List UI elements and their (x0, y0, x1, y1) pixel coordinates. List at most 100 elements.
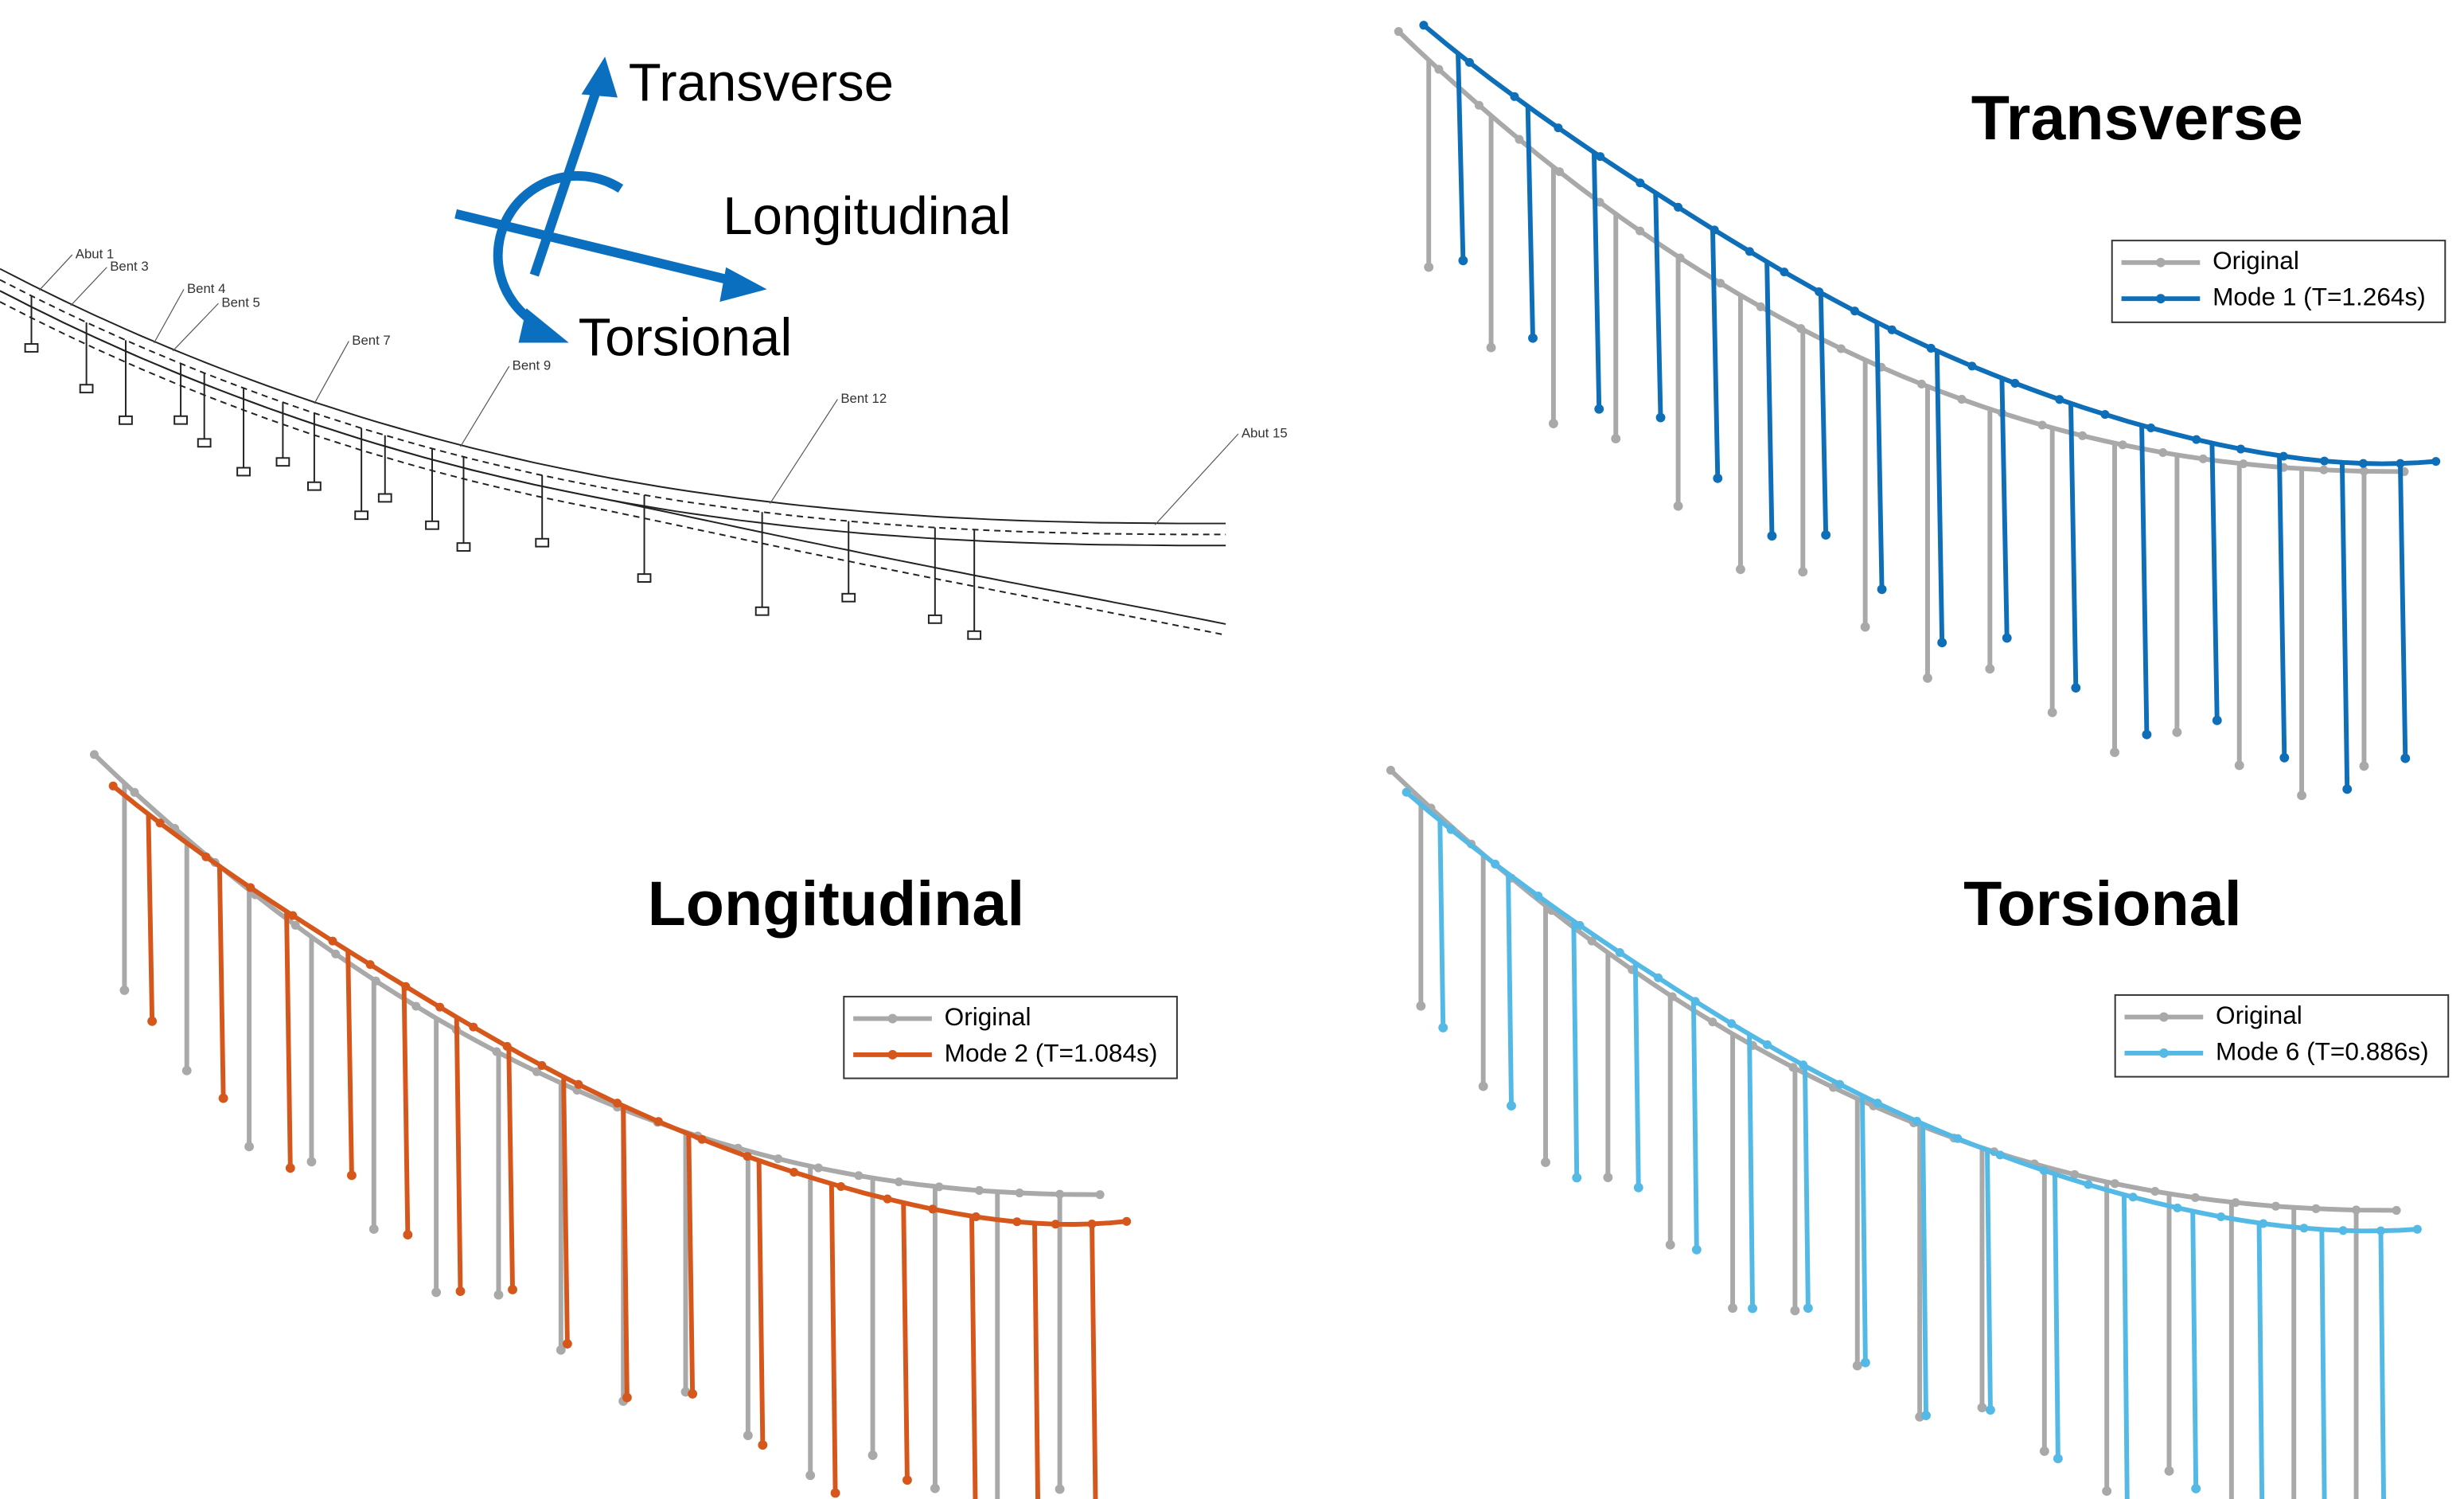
mode-pier (2190, 1211, 2199, 1489)
node (1763, 1040, 1772, 1049)
mode-deck (111, 784, 1127, 1227)
mode-pier (1874, 322, 1885, 590)
node (2212, 716, 2222, 725)
node (1957, 395, 1967, 404)
node (1986, 1405, 1995, 1415)
node (1674, 202, 1683, 212)
leader-line (314, 341, 349, 404)
node (2118, 440, 2127, 450)
legend-marker (887, 1050, 898, 1060)
node (2236, 444, 2246, 454)
panel-title: Transverse (1971, 83, 2303, 153)
node (854, 1171, 864, 1181)
node (622, 1392, 632, 1403)
mode-pier (2319, 1229, 2327, 1499)
node (2150, 1186, 2160, 1196)
node (328, 936, 337, 946)
node (246, 883, 255, 892)
footing (425, 520, 439, 530)
node (1912, 1116, 1922, 1126)
node (469, 1022, 478, 1032)
node (903, 1475, 912, 1485)
arrow-head (518, 308, 569, 343)
node (830, 1488, 840, 1498)
node (2431, 457, 2441, 466)
mode-pier (901, 1202, 910, 1481)
node (1015, 1189, 1024, 1198)
footing (24, 343, 39, 353)
mode-pier (1032, 1223, 1040, 1499)
footing (173, 415, 188, 425)
node (930, 1483, 940, 1493)
footing (535, 537, 550, 548)
node (1708, 1017, 1717, 1027)
node (1507, 1101, 1516, 1111)
node (1691, 1244, 1702, 1255)
node (130, 787, 139, 797)
node (532, 1067, 542, 1076)
node (1633, 1182, 1643, 1193)
node (2299, 1224, 2309, 1233)
mode-pier (1632, 962, 1641, 1188)
node (1860, 622, 1870, 632)
arrow-torsional (493, 171, 624, 326)
legend-marker (2158, 1048, 2169, 1058)
node (1953, 1134, 1963, 1143)
node (2319, 465, 2329, 474)
legend-label: Original (2216, 1001, 2302, 1029)
arrow-label: Transverse (629, 53, 894, 112)
bridge-schematic (0, 267, 1226, 640)
node (2078, 431, 2088, 440)
node (1051, 1220, 1060, 1229)
node (743, 1431, 753, 1441)
node (2110, 1179, 2119, 1189)
bridge-label: Bent 4 (187, 281, 225, 296)
mode-pier (2339, 462, 2350, 790)
footing (637, 573, 652, 583)
footing (927, 614, 942, 624)
footing (967, 630, 982, 640)
leader-line (1154, 433, 1239, 525)
panel-title: Longitudinal (648, 869, 1025, 939)
node (2173, 1203, 2182, 1212)
node (2128, 1193, 2138, 1202)
node (1424, 262, 1434, 272)
mode-pier (621, 1106, 630, 1398)
node (883, 1194, 892, 1204)
node (493, 1290, 504, 1300)
mode-pier (2121, 1194, 2130, 1499)
mode-pier (1456, 53, 1466, 261)
mode-pier (506, 1047, 515, 1290)
legend-label: Mode 1 (T=1.264s) (2213, 283, 2426, 311)
mode-pier (2378, 1231, 2387, 1499)
mode-panel (89, 750, 1132, 1499)
node (1877, 584, 1887, 595)
node (1486, 342, 1496, 353)
node (201, 852, 211, 861)
mode-pier (146, 814, 155, 1021)
node (2110, 748, 2119, 758)
mode-pier (828, 1184, 838, 1493)
node (1655, 412, 1666, 423)
node (1923, 673, 1932, 683)
mode-pier (2256, 1223, 2265, 1499)
legend-box (2111, 240, 2446, 323)
mode-pier (1506, 873, 1514, 1107)
node (1803, 1303, 1813, 1314)
node (1122, 1216, 1132, 1226)
footing (275, 457, 290, 467)
mode-pier (1802, 1065, 1811, 1309)
legend-label: Mode 6 (T=0.886s) (2216, 1036, 2429, 1065)
node (1873, 1099, 1882, 1108)
node (613, 1099, 622, 1108)
footing (754, 606, 770, 616)
node (2311, 1204, 2321, 1213)
node (1828, 1083, 1838, 1092)
node (2191, 1483, 2201, 1493)
node (1095, 1190, 1105, 1200)
node (2358, 459, 2368, 468)
node (1790, 1306, 1800, 1316)
node (1727, 1019, 1737, 1029)
node (1615, 948, 1624, 958)
mode-pier (401, 985, 411, 1236)
